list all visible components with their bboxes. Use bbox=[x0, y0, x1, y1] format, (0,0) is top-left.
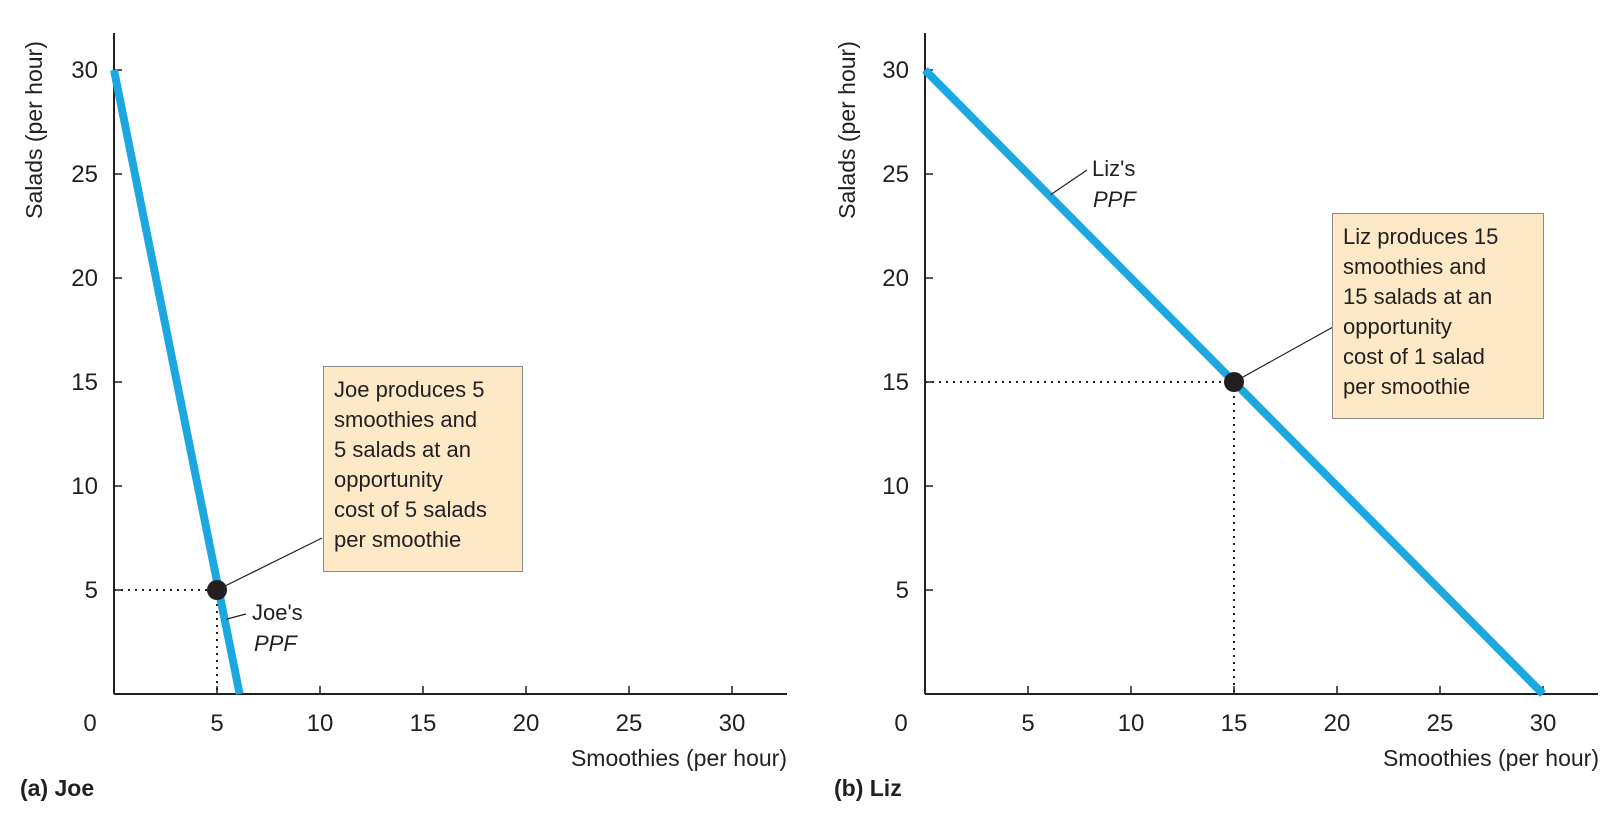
liz-y-tick-label: 5 bbox=[896, 577, 909, 604]
liz-annotation-line: opportunity bbox=[1343, 314, 1452, 339]
joe-ppf-label-leader bbox=[226, 613, 247, 620]
liz-annotation-line: per smoothie bbox=[1343, 374, 1471, 399]
joe-production-point bbox=[207, 580, 227, 600]
liz-x-tick-label: 20 bbox=[1324, 710, 1351, 737]
joe-x-tick-label: 10 bbox=[307, 710, 334, 737]
liz-annotation-line: cost of 1 salad bbox=[1343, 344, 1485, 369]
liz-x-tick-label: 5 bbox=[1021, 710, 1034, 737]
liz-annotation-box: Liz produces 15 smoothies and 15 salads … bbox=[1332, 213, 1544, 419]
joe-x-tick-label: 20 bbox=[513, 710, 540, 737]
liz-y-tick-label: 20 bbox=[882, 265, 909, 292]
liz-ppf-label-ppf: PPF bbox=[1093, 187, 1137, 212]
joe-annotation-line: per smoothie bbox=[334, 527, 462, 552]
joe-y-tick-label: 20 bbox=[71, 265, 98, 292]
liz-production-point bbox=[1224, 372, 1244, 392]
liz-y-tick-label: 30 bbox=[882, 57, 909, 84]
joe-x-axis-title: Smoothies (per hour) bbox=[571, 745, 787, 771]
joe-panel: 0 5 10 15 20 25 30 5 10 15 20 25 30 bbox=[71, 33, 787, 737]
joe-x-tick-label: 0 bbox=[83, 710, 96, 737]
joe-annotation-line: Joe produces 5 bbox=[334, 377, 485, 402]
liz-annotation-line: 15 salads at an bbox=[1343, 284, 1493, 309]
liz-annotation-leader bbox=[1233, 326, 1334, 383]
joe-x-tick-label: 25 bbox=[616, 710, 643, 737]
joe-ppf-line bbox=[110, 69, 244, 695]
liz-x-tick-label: 15 bbox=[1221, 710, 1248, 737]
joe-y-tick-label: 15 bbox=[71, 369, 98, 396]
joe-annotation-line: 5 salads at an bbox=[334, 437, 471, 462]
liz-y-tick-label: 15 bbox=[882, 369, 909, 396]
liz-panel: 0 5 10 15 20 25 30 5 10 15 20 25 30 bbox=[882, 33, 1598, 737]
joe-y-tick-label: 30 bbox=[71, 57, 98, 84]
liz-y-tick-label: 10 bbox=[882, 473, 909, 500]
joe-ppf-label-name: Joe's bbox=[252, 600, 303, 625]
liz-panel-label: (b) Liz bbox=[834, 775, 902, 801]
joe-annotation-line: opportunity bbox=[334, 467, 443, 492]
joe-annotation-box: Joe produces 5 smoothies and 5 salads at… bbox=[323, 366, 523, 572]
liz-x-tick-label: 25 bbox=[1427, 710, 1454, 737]
joe-annotation-leader bbox=[216, 537, 323, 591]
joe-y-tick-label: 5 bbox=[85, 577, 98, 604]
liz-annotation-line: Liz produces 15 bbox=[1343, 224, 1499, 249]
liz-x-axis-title: Smoothies (per hour) bbox=[1383, 745, 1599, 771]
joe-ppf-label-ppf: PPF bbox=[254, 631, 298, 656]
joe-y-axis-title: Salads (per hour) bbox=[21, 41, 47, 219]
liz-ppf-label-name: Liz's bbox=[1092, 156, 1135, 181]
joe-annotation-line: smoothies and bbox=[334, 407, 478, 432]
joe-x-tick-label: 30 bbox=[719, 710, 746, 737]
liz-y-axis-title: Salads (per hour) bbox=[834, 41, 860, 219]
liz-x-tick-label: 0 bbox=[894, 710, 907, 737]
joe-y-tick-label: 10 bbox=[71, 473, 98, 500]
liz-y-tick-label: 25 bbox=[882, 161, 909, 188]
joe-x-tick-label: 5 bbox=[210, 710, 223, 737]
liz-x-tick-label: 30 bbox=[1530, 710, 1557, 737]
joe-panel-label: (a) Joe bbox=[20, 775, 94, 801]
joe-annotation-line: cost of 5 salads bbox=[334, 497, 487, 522]
joe-y-tick-label: 25 bbox=[71, 161, 98, 188]
liz-annotation-line: smoothies and bbox=[1343, 254, 1487, 279]
liz-ppf-label-leader bbox=[1050, 169, 1088, 196]
liz-x-tick-label: 10 bbox=[1118, 710, 1145, 737]
joe-x-tick-label: 15 bbox=[410, 710, 437, 737]
